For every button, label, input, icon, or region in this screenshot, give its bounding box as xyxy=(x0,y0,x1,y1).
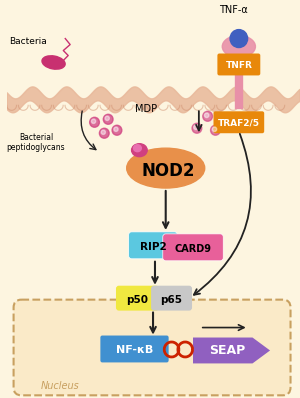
Circle shape xyxy=(203,111,212,121)
Text: NF-κB: NF-κB xyxy=(116,345,153,355)
Circle shape xyxy=(101,130,105,135)
Text: p65: p65 xyxy=(160,295,183,304)
Text: p50: p50 xyxy=(126,295,148,304)
Ellipse shape xyxy=(127,148,205,188)
Circle shape xyxy=(230,29,247,47)
Text: TNFR: TNFR xyxy=(225,61,252,70)
Text: TRAF2/5: TRAF2/5 xyxy=(218,119,260,128)
FancyBboxPatch shape xyxy=(214,111,264,133)
Ellipse shape xyxy=(134,145,141,152)
Text: TNF-α: TNF-α xyxy=(219,5,247,15)
FancyBboxPatch shape xyxy=(100,336,169,363)
Circle shape xyxy=(192,123,202,133)
FancyBboxPatch shape xyxy=(116,286,159,310)
FancyBboxPatch shape xyxy=(163,234,223,261)
Polygon shape xyxy=(193,338,270,363)
Circle shape xyxy=(204,113,209,117)
FancyBboxPatch shape xyxy=(151,286,192,310)
Text: SEAP: SEAP xyxy=(209,344,245,357)
Ellipse shape xyxy=(132,144,147,157)
Circle shape xyxy=(194,125,198,129)
FancyBboxPatch shape xyxy=(218,53,260,76)
Text: MDP: MDP xyxy=(135,104,157,114)
Text: Bacteria: Bacteria xyxy=(9,37,47,45)
Circle shape xyxy=(90,117,99,127)
Text: Bacterial
peptidoglycans: Bacterial peptidoglycans xyxy=(7,133,65,152)
Text: NOD2: NOD2 xyxy=(142,162,195,180)
Ellipse shape xyxy=(42,56,65,69)
FancyBboxPatch shape xyxy=(129,232,177,259)
Circle shape xyxy=(99,128,109,138)
Circle shape xyxy=(112,125,122,135)
FancyBboxPatch shape xyxy=(14,300,290,395)
Circle shape xyxy=(211,125,220,135)
Text: Nucleus: Nucleus xyxy=(41,381,80,391)
Circle shape xyxy=(92,119,96,123)
Circle shape xyxy=(103,114,113,124)
Circle shape xyxy=(212,127,217,131)
Text: RIP2: RIP2 xyxy=(140,242,167,252)
Circle shape xyxy=(114,127,118,131)
Circle shape xyxy=(105,116,109,121)
Text: CARD9: CARD9 xyxy=(175,244,212,254)
Ellipse shape xyxy=(222,35,255,57)
